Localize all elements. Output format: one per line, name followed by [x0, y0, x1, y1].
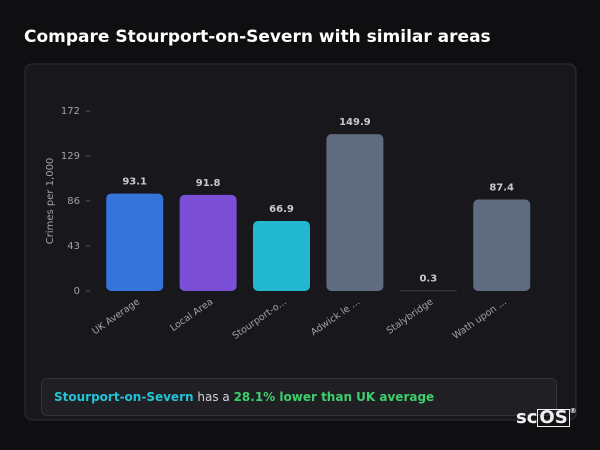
logo: sc OS ® — [516, 407, 577, 428]
value-label: 91.8 — [196, 178, 221, 189]
highlight: 28.1% lower than UK average — [233, 390, 435, 404]
logo-text: sc — [516, 407, 538, 428]
logo-box: OS — [537, 407, 570, 428]
summary: Stourport-on-Severn has a 28.1% lower th… — [41, 378, 557, 416]
value-label: 87.4 — [489, 183, 514, 194]
bar — [399, 290, 457, 292]
value-label: 0.3 — [419, 274, 437, 285]
value-label: 93.1 — [122, 177, 147, 188]
y-tick-label: 0 — [74, 286, 80, 297]
bar — [473, 199, 531, 291]
bar — [106, 193, 164, 291]
logo-mark: ® — [569, 407, 577, 415]
bar — [326, 134, 384, 291]
y-tick-label: 43 — [67, 241, 80, 252]
y-tick-label: 86 — [67, 196, 80, 207]
chart-title: Compare Stourport-on-Severn with similar… — [24, 27, 491, 47]
value-label: 66.9 — [269, 204, 294, 215]
bar — [179, 194, 237, 291]
summary-text: has a — [197, 390, 230, 404]
place: Stourport-on-Severn — [54, 390, 194, 404]
y-axis-label: Crimes per 1,000 — [45, 158, 56, 245]
y-tick-label: 129 — [61, 151, 80, 162]
y-tick-label: 172 — [61, 106, 80, 117]
bar — [253, 220, 310, 291]
value-label: 149.9 — [339, 117, 371, 128]
